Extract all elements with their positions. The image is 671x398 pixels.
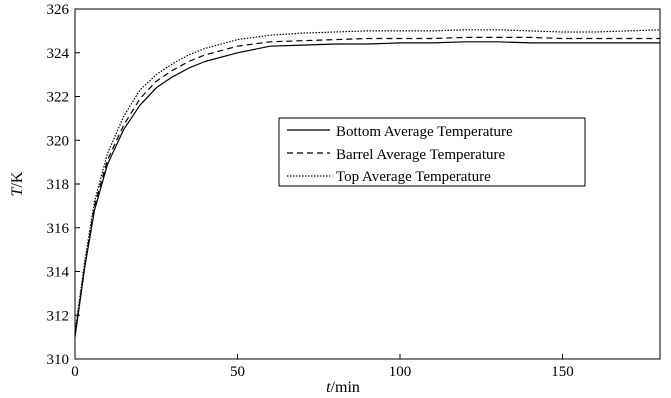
y-tick-label: 326 [47,2,70,18]
legend-box [278,117,586,187]
y-tick-label: 310 [47,352,70,368]
series-layer [74,29,661,338]
legend-label-bottom: Bottom Average Temperature [336,124,513,140]
x-tick-label: 50 [230,364,245,380]
x-tick-label: 150 [551,364,574,380]
series-line-2 [74,36,660,335]
y-tick-label: 316 [47,221,70,237]
series-line-1 [74,41,660,338]
y-tick-label: 322 [47,90,70,106]
legend-label-barrel: Barrel Average Temperature [336,147,505,163]
legend-label-top: Top Average Temperature [336,169,491,185]
y-tick-label: 318 [47,177,70,193]
y-axis-title: T/K [9,171,26,196]
x-tick-label: 100 [389,364,412,380]
y-tick-label: 320 [47,133,70,149]
y-tick-label: 314 [47,265,70,281]
y-tick-label: 312 [47,308,70,324]
x-axis: 0 50 100 150 [71,354,574,380]
y-axis: 310 312 314 316 318 320 322 324 326 [47,2,80,368]
y-tick-label: 324 [47,46,70,62]
series-line-3 [74,29,661,333]
x-axis-title: t/min [326,379,360,396]
x-tick-label: 0 [71,364,79,380]
legend: Bottom Average Temperature Barrel Averag… [278,117,586,187]
